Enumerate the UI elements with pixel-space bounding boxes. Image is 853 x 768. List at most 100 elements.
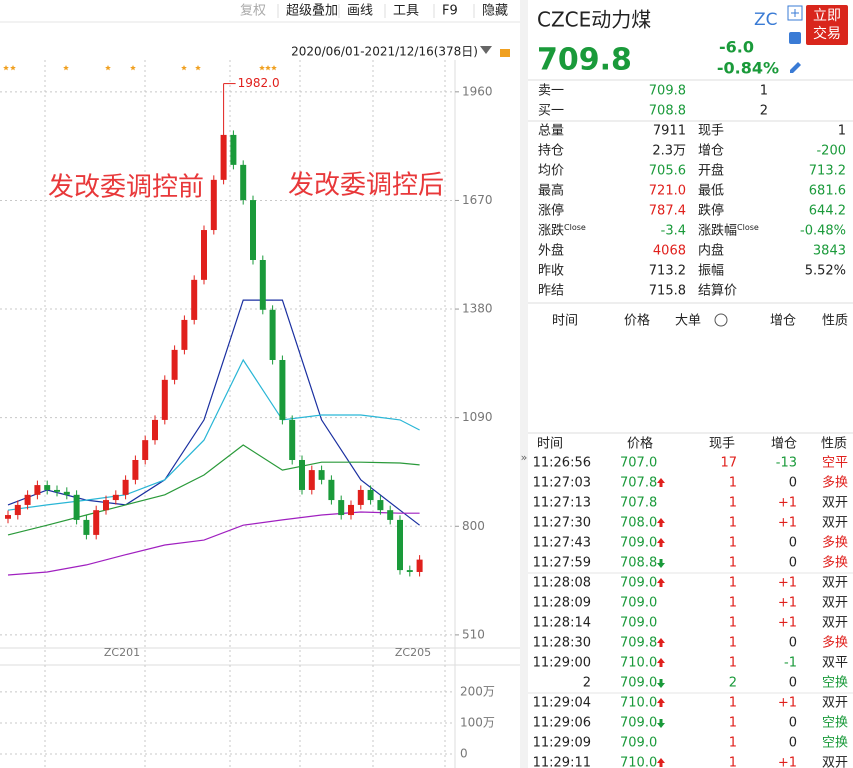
- trade-kind: 双开: [822, 756, 848, 768]
- trade-volume: 1: [729, 516, 737, 531]
- candle-body: [397, 519, 403, 571]
- trade-oi: +1: [778, 616, 797, 631]
- lock-icon[interactable]: [500, 49, 510, 57]
- change-pct: -0.84%: [717, 59, 779, 78]
- y-tick-label: 1090: [462, 410, 493, 424]
- trade-oi: 0: [789, 716, 797, 731]
- trade-price: 709.8: [620, 636, 657, 651]
- toolbar-button[interactable]: 画线: [347, 4, 373, 19]
- star-icon: [259, 65, 265, 71]
- volume-tick-label: 200万: [460, 684, 495, 698]
- trade-kind: 多换: [822, 475, 848, 491]
- trade-volume: 1: [729, 756, 737, 768]
- candle-body: [103, 500, 109, 511]
- star-icon: [63, 65, 69, 71]
- candle-body: [24, 494, 31, 505]
- trade-price: 709.0: [620, 736, 657, 751]
- trade-time: 2: [583, 676, 591, 691]
- collapse-icon[interactable]: »: [521, 451, 528, 464]
- annotation: 发改委调控后: [288, 171, 444, 201]
- trade-price: 707.8: [620, 496, 657, 511]
- alert-icon[interactable]: [789, 32, 801, 44]
- down-arrow: [657, 679, 665, 688]
- trade-kind: 双开: [822, 516, 848, 531]
- stat-label: 外盘: [538, 243, 564, 259]
- trade-volume: 1: [729, 656, 737, 671]
- candle-body: [357, 489, 364, 505]
- trade-oi: +1: [778, 576, 797, 591]
- trade-time: 11:27:59: [533, 556, 591, 571]
- stat-label: 内盘: [698, 243, 724, 259]
- range-dropdown[interactable]: [480, 46, 492, 54]
- candle-body: [181, 319, 188, 350]
- trade-time: 11:27:30: [533, 516, 591, 531]
- candle-body: [63, 491, 70, 495]
- candle-body: [387, 510, 394, 520]
- tick-header: 价格: [624, 313, 650, 329]
- volume-tick-label: 0: [460, 747, 468, 761]
- trade-time: 11:28:14: [533, 616, 591, 631]
- trade-kind: 空平: [822, 456, 848, 471]
- candle-body: [279, 359, 286, 420]
- trade-price: 707.8: [620, 476, 657, 491]
- trade-price: 707.0: [620, 456, 657, 471]
- trade-kind: 多换: [822, 555, 848, 571]
- trade-oi: +1: [778, 496, 797, 511]
- candle-body: [318, 470, 325, 480]
- trade-price: 709.0: [620, 536, 657, 551]
- trade-time: 11:29:04: [533, 696, 591, 711]
- trade-kind: 双开: [822, 576, 848, 591]
- trade-button-label: 交易: [813, 25, 841, 42]
- trade-volume: 1: [729, 636, 737, 651]
- trade-price: 710.0: [620, 696, 657, 711]
- stat-label: 增仓: [698, 144, 724, 159]
- stat-label-sup: Close: [737, 223, 759, 232]
- trade-volume: 1: [729, 476, 737, 491]
- stat-value: 3843: [813, 244, 846, 259]
- stat-value: 1: [838, 124, 846, 139]
- candle-body: [230, 134, 237, 165]
- star-icon: [195, 65, 201, 71]
- candle-body: [338, 500, 345, 516]
- up-arrow: [657, 538, 665, 547]
- stat-label: 开盘: [698, 163, 724, 179]
- toolbar-button[interactable]: 超级叠加: [286, 4, 338, 19]
- toolbar-button[interactable]: F9: [442, 4, 458, 19]
- trade-time: 11:26:56: [533, 456, 591, 471]
- star-icon: [10, 65, 16, 71]
- trade-header: 时间: [537, 437, 563, 452]
- candle-body: [93, 510, 100, 535]
- settings-icon[interactable]: [714, 313, 728, 327]
- toolbar-button[interactable]: 复权: [240, 3, 266, 19]
- candle-body: [377, 500, 384, 511]
- trade-kind: 双开: [822, 616, 848, 631]
- moving-average: [7, 444, 420, 536]
- toolbar-button[interactable]: 工具: [393, 4, 419, 19]
- edit-icon[interactable]: [790, 62, 801, 73]
- stat-label: 昨收: [538, 264, 564, 279]
- up-arrow: [657, 658, 665, 667]
- stat-value: 705.6: [649, 164, 686, 179]
- toolbar-button[interactable]: 隐藏: [482, 4, 508, 19]
- candle-body: [210, 179, 217, 231]
- candle-body: [250, 200, 256, 260]
- trade-volume: 17: [720, 456, 737, 471]
- trade-price: 709.0: [620, 676, 657, 691]
- candle-body: [240, 164, 247, 201]
- book-price: 708.8: [649, 104, 686, 119]
- book-label: 卖一: [538, 84, 564, 99]
- book-label: 买一: [538, 104, 564, 119]
- trade-kind: 空换: [822, 676, 848, 691]
- y-tick-label: 1960: [462, 84, 493, 98]
- trade-price: 710.0: [620, 756, 657, 768]
- add-icon[interactable]: [787, 5, 803, 21]
- trade-oi: +1: [778, 756, 797, 768]
- trade-button[interactable]: [806, 5, 848, 45]
- candle-body: [406, 570, 413, 572]
- peak-label: 1982.0: [238, 76, 280, 90]
- trade-time: 11:29:09: [533, 736, 591, 751]
- up-arrow: [657, 518, 665, 527]
- splitter[interactable]: [520, 0, 528, 768]
- candle-body: [289, 419, 296, 460]
- stat-value: 4068: [653, 244, 686, 259]
